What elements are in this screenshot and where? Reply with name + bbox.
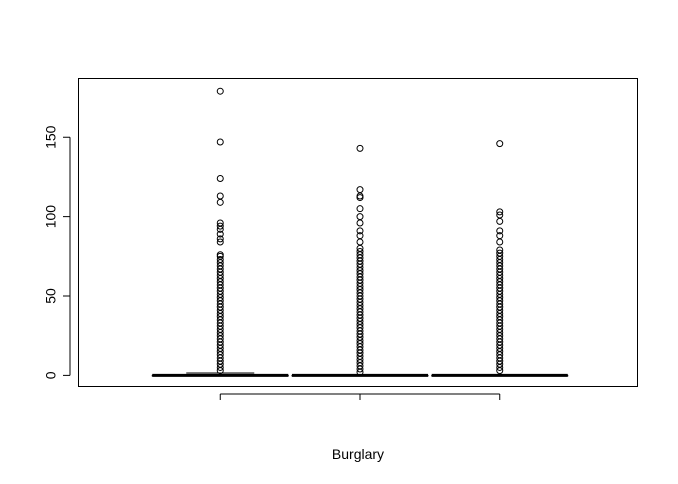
outlier-point [356,194,364,202]
box-3 [431,140,569,377]
outlier-point [356,238,364,246]
y-tick-label: 50 [43,288,59,304]
y-tick-label: 100 [43,205,59,229]
outlier-point [356,227,364,235]
box-group [151,87,569,377]
outlier-point [216,138,224,146]
outlier-point [496,227,504,235]
outlier-point [356,213,364,221]
outlier-point [216,192,224,200]
outlier-point [216,87,224,95]
outlier-point [216,222,224,230]
y-tick-label: 0 [43,371,59,379]
outlier-point [496,367,504,375]
outlier-point [356,186,364,194]
outlier-point [216,363,224,371]
outlier-point [216,175,224,183]
y-tick-label: 150 [43,125,59,149]
plot-frame [78,78,638,387]
outlier-point [216,230,224,238]
outlier-point [216,235,224,243]
outlier-point [356,365,364,373]
outlier-point [216,225,224,233]
outlier-point [496,208,504,216]
outlier-point [356,368,364,376]
outlier-point [216,238,224,246]
x-axis [219,393,501,400]
x-axis-title: Burglary [332,446,384,462]
outlier-point [216,198,224,206]
y-axis: 0 50 100 150 [43,125,71,379]
outlier-point [216,367,224,375]
box-2 [291,144,429,377]
outlier-point [496,363,504,371]
outlier-point [356,219,364,227]
outlier-point [496,238,504,246]
outlier-point [356,144,364,152]
outlier-point [356,205,364,213]
outlier-point [496,217,504,225]
box-1 [151,87,289,377]
outlier-point [496,140,504,148]
